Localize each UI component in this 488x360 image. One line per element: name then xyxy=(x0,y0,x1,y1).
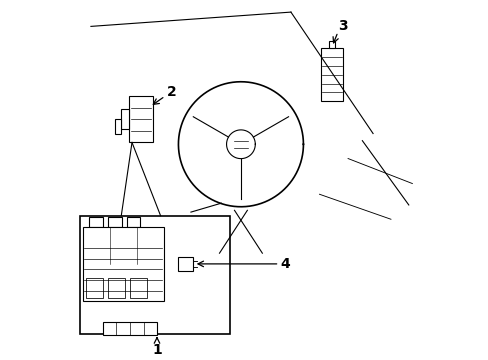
Bar xyxy=(80,216,230,334)
Bar xyxy=(126,217,140,227)
Bar xyxy=(86,278,102,298)
Text: 4: 4 xyxy=(280,257,290,271)
Bar xyxy=(121,109,129,129)
Bar xyxy=(108,278,125,298)
Text: 2: 2 xyxy=(166,85,176,99)
Bar xyxy=(320,48,343,102)
Bar xyxy=(130,278,147,298)
Bar xyxy=(115,119,121,134)
Text: 1: 1 xyxy=(152,343,162,357)
Bar xyxy=(102,322,157,335)
Bar xyxy=(328,41,334,48)
Text: 3: 3 xyxy=(337,19,347,33)
Bar xyxy=(82,227,163,301)
Bar xyxy=(178,257,192,271)
Bar xyxy=(129,96,152,143)
Bar xyxy=(108,217,122,227)
Bar xyxy=(89,217,102,227)
